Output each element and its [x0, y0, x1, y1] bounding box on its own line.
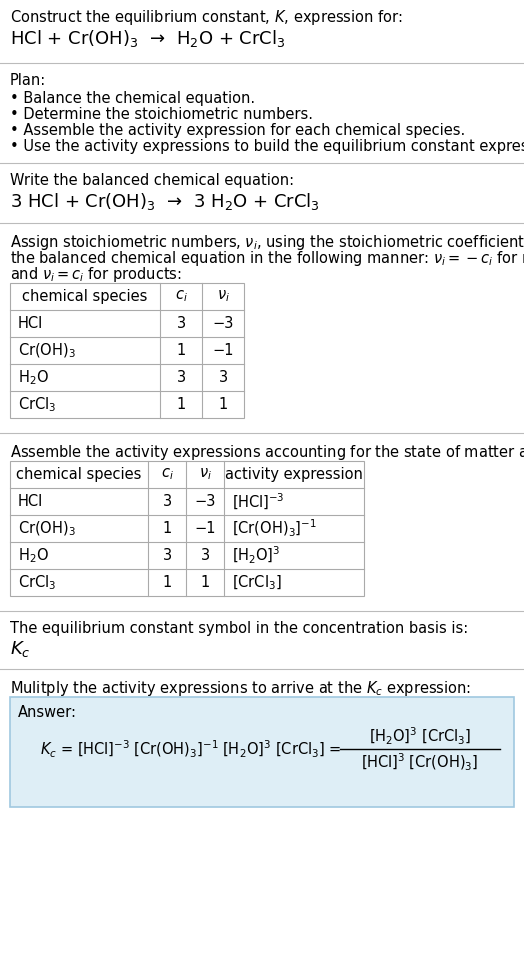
Text: 3: 3: [162, 494, 171, 509]
Text: −3: −3: [194, 494, 216, 509]
Text: [H$_2$O]$^3$ [CrCl$_3$]: [H$_2$O]$^3$ [CrCl$_3$]: [369, 725, 471, 746]
Text: and $\nu_i = c_i$ for products:: and $\nu_i = c_i$ for products:: [10, 265, 182, 284]
Text: the balanced chemical equation in the following manner: $\nu_i = -c_i$ for react: the balanced chemical equation in the fo…: [10, 249, 524, 268]
Text: chemical species: chemical species: [23, 289, 148, 304]
Text: 1: 1: [219, 397, 227, 412]
Text: H$_2$O: H$_2$O: [18, 546, 49, 565]
Text: Construct the equilibrium constant, $K$, expression for:: Construct the equilibrium constant, $K$,…: [10, 8, 402, 27]
Text: Assign stoichiometric numbers, $\nu_i$, using the stoichiometric coefficients, $: Assign stoichiometric numbers, $\nu_i$, …: [10, 233, 524, 252]
Text: H$_2$O: H$_2$O: [18, 368, 49, 386]
Text: HCl + Cr(OH)$_3$  →  H$_2$O + CrCl$_3$: HCl + Cr(OH)$_3$ → H$_2$O + CrCl$_3$: [10, 28, 286, 49]
Text: • Balance the chemical equation.: • Balance the chemical equation.: [10, 91, 255, 106]
Bar: [10, 283, 244, 418]
Text: 3: 3: [219, 370, 227, 385]
Text: 3: 3: [177, 370, 185, 385]
Text: HCl: HCl: [18, 316, 43, 331]
Text: 3: 3: [162, 548, 171, 563]
Text: Cr(OH)$_3$: Cr(OH)$_3$: [18, 520, 76, 538]
Text: 1: 1: [177, 343, 185, 358]
Text: 1: 1: [162, 575, 172, 590]
Text: [HCl]$^3$ [Cr(OH)$_3$]: [HCl]$^3$ [Cr(OH)$_3$]: [361, 752, 479, 773]
Text: 3 HCl + Cr(OH)$_3$  →  3 H$_2$O + CrCl$_3$: 3 HCl + Cr(OH)$_3$ → 3 H$_2$O + CrCl$_3$: [10, 191, 320, 212]
Text: $K_c$: $K_c$: [10, 639, 30, 659]
Text: • Determine the stoichiometric numbers.: • Determine the stoichiometric numbers.: [10, 107, 313, 122]
Text: activity expression: activity expression: [225, 467, 363, 482]
Text: Write the balanced chemical equation:: Write the balanced chemical equation:: [10, 173, 294, 188]
Text: [H$_2$O]$^3$: [H$_2$O]$^3$: [232, 545, 280, 566]
Text: $\nu_i$: $\nu_i$: [216, 289, 230, 304]
Text: −1: −1: [212, 343, 234, 358]
Bar: [10, 461, 364, 596]
Text: Plan:: Plan:: [10, 73, 46, 88]
Text: [Cr(OH)$_3$]$^{-1}$: [Cr(OH)$_3$]$^{-1}$: [232, 518, 317, 539]
Text: • Use the activity expressions to build the equilibrium constant expression.: • Use the activity expressions to build …: [10, 139, 524, 154]
Text: [CrCl$_3$]: [CrCl$_3$]: [232, 573, 282, 592]
Text: 3: 3: [177, 316, 185, 331]
Text: Mulitply the activity expressions to arrive at the $K_c$ expression:: Mulitply the activity expressions to arr…: [10, 679, 471, 698]
Text: CrCl$_3$: CrCl$_3$: [18, 395, 56, 414]
Text: $\nu_i$: $\nu_i$: [199, 467, 212, 482]
Text: CrCl$_3$: CrCl$_3$: [18, 573, 56, 592]
FancyBboxPatch shape: [10, 697, 514, 807]
Text: Assemble the activity expressions accounting for the state of matter and $\nu_i$: Assemble the activity expressions accoun…: [10, 443, 524, 462]
Text: 1: 1: [162, 521, 172, 536]
Text: Answer:: Answer:: [18, 705, 77, 720]
Text: $K_c$ = [HCl]$^{-3}$ [Cr(OH)$_3$]$^{-1}$ [H$_2$O]$^3$ [CrCl$_3$] =: $K_c$ = [HCl]$^{-3}$ [Cr(OH)$_3$]$^{-1}$…: [40, 738, 342, 760]
Text: 3: 3: [201, 548, 210, 563]
Text: • Assemble the activity expression for each chemical species.: • Assemble the activity expression for e…: [10, 123, 465, 138]
Text: HCl: HCl: [18, 494, 43, 509]
Text: −1: −1: [194, 521, 216, 536]
Text: $c_i$: $c_i$: [174, 289, 188, 304]
Text: Cr(OH)$_3$: Cr(OH)$_3$: [18, 341, 76, 360]
Text: $c_i$: $c_i$: [160, 467, 173, 482]
Text: −3: −3: [212, 316, 234, 331]
Text: 1: 1: [200, 575, 210, 590]
Text: The equilibrium constant symbol in the concentration basis is:: The equilibrium constant symbol in the c…: [10, 621, 468, 636]
Text: chemical species: chemical species: [16, 467, 141, 482]
Text: 1: 1: [177, 397, 185, 412]
Text: [HCl]$^{-3}$: [HCl]$^{-3}$: [232, 491, 285, 511]
